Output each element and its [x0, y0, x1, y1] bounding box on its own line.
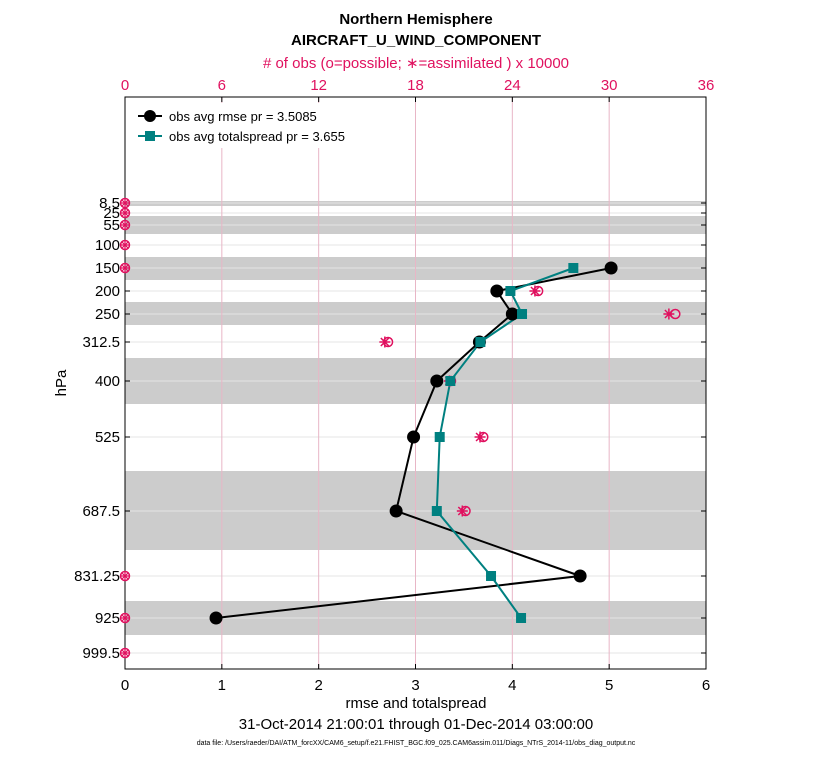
legend-spread-label: obs avg totalspread pr = 3.655 [169, 129, 345, 144]
rmse-point [389, 504, 403, 518]
chart-subtitle: AIRCRAFT_U_WIND_COMPONENT [291, 32, 541, 49]
rmse-point [604, 261, 618, 275]
spread-point [475, 337, 486, 347]
obs-zero-asterisk-marker [121, 199, 129, 207]
rmse-point [490, 284, 504, 298]
top-tick-label: 18 [407, 77, 424, 94]
chart-title: Northern Hemisphere [339, 11, 492, 28]
top-tick-label: 24 [504, 77, 521, 94]
legend-rmse-marker [144, 110, 156, 122]
y-tick-label: 999.5 [82, 645, 120, 662]
bottom-tick-label: 0 [121, 677, 129, 694]
legend-spread-marker [145, 131, 155, 141]
y-tick-label: 100 [95, 237, 120, 254]
y-axis-label: hPa [53, 369, 70, 396]
obs-possible-marker [119, 239, 131, 251]
rmse-point [209, 611, 223, 625]
obs-possible-marker [119, 647, 131, 659]
y-tick-label: 925 [95, 610, 120, 627]
vertical-gridlines [221, 97, 610, 669]
spread-point [486, 571, 497, 581]
obs-zero-asterisk-marker [121, 221, 129, 229]
y-tick-label: 831.25 [74, 568, 120, 585]
spread-point [431, 506, 442, 516]
top-tick-label: 6 [218, 77, 226, 94]
rmse-point [505, 307, 519, 321]
obs-possible-marker [119, 219, 131, 231]
y-tick-label: 200 [95, 283, 120, 300]
rmse-point [430, 374, 444, 388]
y-tick-label: 312.5 [82, 334, 120, 351]
obs-possible-marker [119, 570, 131, 582]
rmse-point [407, 430, 421, 444]
y-tick-label: 687.5 [82, 503, 120, 520]
series-markers [209, 261, 618, 625]
obs-assimilated-marker [663, 308, 675, 320]
y-tick-label: 525 [95, 429, 120, 446]
legend-box [131, 103, 384, 148]
legend-rmse-label: obs avg rmse pr = 3.5085 [169, 109, 317, 124]
obs-assimilated-marker [529, 285, 541, 297]
y-tick-label: 400 [95, 373, 120, 390]
y-tick-label: 250 [95, 306, 120, 323]
top-tick-label: 12 [310, 77, 327, 94]
obs-zero-asterisk-marker [121, 241, 129, 249]
top-axis-ticks: 0 6 12 18 24 30 36 [121, 77, 715, 102]
bottom-axis-ticks: 0 1 2 3 4 5 6 [121, 664, 710, 694]
bottom-tick-label: 5 [605, 677, 613, 694]
y-tick-label: 25 [103, 205, 120, 222]
spread-point [568, 263, 579, 273]
bottom-tick-label: 1 [218, 677, 226, 694]
y-tick-label: 8.5 [99, 195, 120, 212]
top-axis-label: # of obs (o=possible; ∗=assimilated ) x … [263, 55, 569, 72]
bottom-tick-label: 2 [314, 677, 322, 694]
bottom-tick-label: 6 [702, 677, 710, 694]
spread-point [445, 376, 456, 386]
footnote: data file: /Users/raeder/DAI/ATM_forcXX/… [197, 740, 636, 747]
obs-assimilated-marker [474, 431, 486, 443]
top-tick-label: 0 [121, 77, 129, 94]
bottom-tick-label: 4 [508, 677, 516, 694]
obs-possible-marker [119, 612, 131, 624]
spread-point [516, 613, 527, 623]
obs-assimilated-marker [379, 336, 391, 348]
bottom-tick-label: 3 [411, 677, 419, 694]
obs-zero-asterisk-marker [121, 209, 129, 217]
top-tick-label: 30 [601, 77, 618, 94]
date-range: 31-Oct-2014 21:00:01 through 01-Dec-2014… [239, 716, 593, 733]
top-tick-label: 36 [698, 77, 715, 94]
legend: obs avg rmse pr = 3.5085 obs avg totalsp… [131, 103, 384, 148]
obs-zero-asterisk-marker [121, 264, 129, 272]
obs-zero-asterisk-marker [121, 614, 129, 622]
obs-possible-marker [119, 207, 131, 219]
x-axis-label: rmse and totalspread [346, 695, 487, 712]
spread-point [505, 286, 516, 296]
rmse-point [573, 569, 587, 583]
y-tick-label: 150 [95, 260, 120, 277]
y-tick-label: 55 [103, 217, 120, 234]
obs-assimilated-marker [456, 505, 468, 517]
spread-point [517, 309, 528, 319]
obs-possible-marker [119, 262, 131, 274]
obs-zero-asterisk-marker [121, 649, 129, 657]
obs-zero-asterisk-marker [121, 572, 129, 580]
spread-point [434, 432, 445, 442]
obs-possible-marker [119, 197, 131, 209]
